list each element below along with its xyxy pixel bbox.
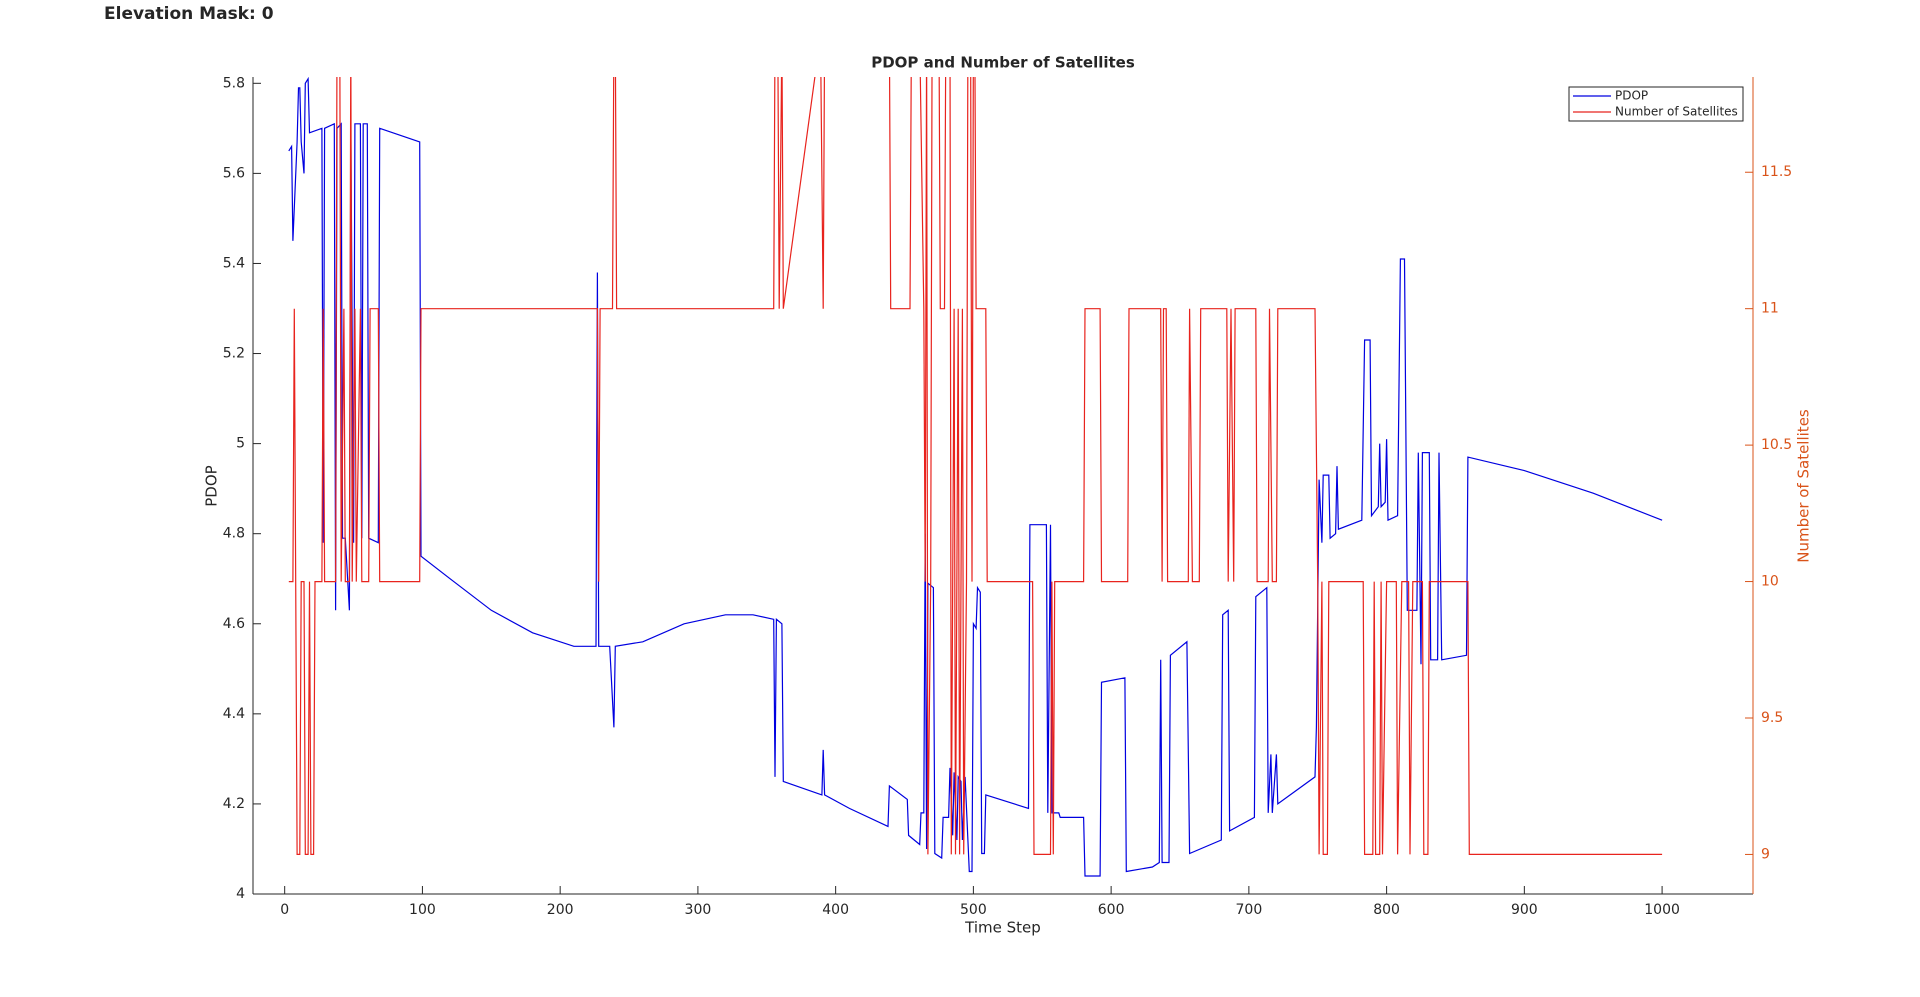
y2-tick-label: 9.5 xyxy=(1761,710,1783,726)
x-tick-label: 800 xyxy=(1373,902,1400,918)
x-tick-label: 1000 xyxy=(1644,902,1680,918)
y2-tick-label: 9 xyxy=(1761,846,1770,862)
y2-tick-label: 11 xyxy=(1761,301,1779,317)
y-tick-label: 4.6 xyxy=(223,616,245,632)
y-tick-label: 4.4 xyxy=(223,706,245,722)
legend-label: Number of Satellites xyxy=(1615,105,1738,119)
y-tick-label: 5.8 xyxy=(223,75,245,91)
series-line xyxy=(288,77,1663,855)
y2-axis-label: Number of Satellites xyxy=(1795,409,1813,563)
x-axis-label: Time Step xyxy=(964,919,1041,937)
y-tick-label: 5.4 xyxy=(223,255,245,271)
chart-title: PDOP and Number of Satellites xyxy=(871,54,1135,72)
x-tick-label: 0 xyxy=(280,902,289,918)
y-axis-label: PDOP xyxy=(203,465,221,506)
legend-box xyxy=(1568,86,1744,122)
y2-tick-label: 10.5 xyxy=(1761,437,1792,453)
x-tick-label: 100 xyxy=(409,902,436,918)
y2-tick-label: 11.5 xyxy=(1761,164,1792,180)
y-tick-label: 4.2 xyxy=(223,796,245,812)
y-tick-label: 4.8 xyxy=(223,526,245,542)
plot-area xyxy=(288,77,1663,877)
x-tick-label: 300 xyxy=(685,902,712,918)
x-tick-label: 600 xyxy=(1098,902,1125,918)
y-tick-label: 4 xyxy=(236,886,245,902)
y-tick-label: 5.6 xyxy=(223,165,245,181)
legend: PDOP Number of Satellites xyxy=(1568,86,1744,122)
y-tick-label: 5.2 xyxy=(223,346,245,362)
x-tick-label: 900 xyxy=(1511,902,1538,918)
x-tick-label: 200 xyxy=(547,902,574,918)
x-tick-label: 400 xyxy=(822,902,849,918)
x-tick-label: 700 xyxy=(1236,902,1263,918)
x-tick-label: 500 xyxy=(960,902,987,918)
y-tick-label: 5 xyxy=(236,436,245,452)
y2-tick-label: 10 xyxy=(1761,574,1779,590)
legend-label: PDOP xyxy=(1615,89,1648,103)
series-line xyxy=(288,77,1663,877)
figure-title: Elevation Mask: 0 xyxy=(104,4,274,24)
